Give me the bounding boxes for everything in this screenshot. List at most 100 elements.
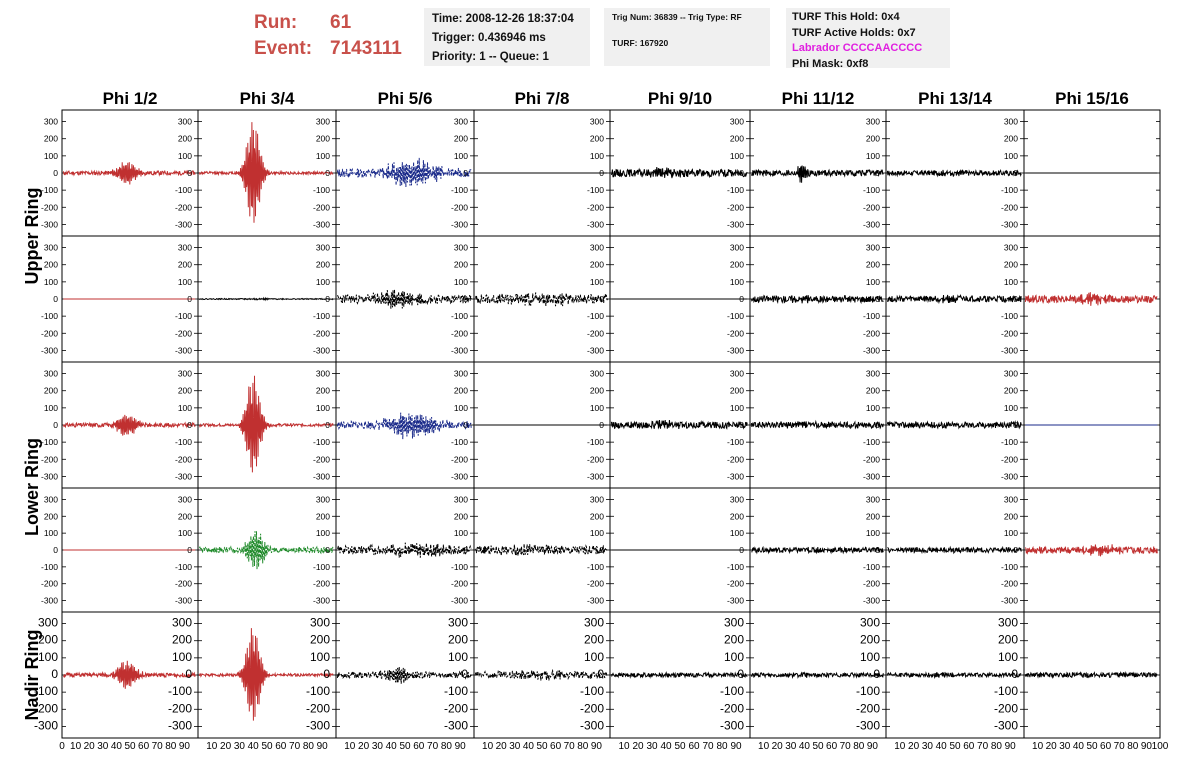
trigger-text: Trigger: 0.436946 ms xyxy=(432,32,546,44)
panel-frame xyxy=(473,235,611,363)
waveform-panel xyxy=(749,235,887,363)
waveform-panel xyxy=(749,109,887,237)
y-tick-label: 100 xyxy=(724,650,744,664)
waveform-trace xyxy=(62,414,196,436)
x-tick-label: 40 xyxy=(111,741,123,752)
y-tick-label: 100 xyxy=(448,650,468,664)
turf-text: TURF: 167920 xyxy=(612,38,669,48)
y-tick-label: 200 xyxy=(998,633,1018,647)
y-tick-label: 100 xyxy=(178,277,192,287)
y-tick-label: 100 xyxy=(998,650,1018,664)
waveform-trace xyxy=(1024,671,1158,679)
y-tick-label: -200 xyxy=(175,579,192,589)
y-tick-label: 300 xyxy=(584,616,604,630)
x-tick-label: 70 xyxy=(427,741,439,752)
waveform-panel xyxy=(61,235,199,363)
y-tick-label: 200 xyxy=(730,260,744,270)
y-tick-label: 300 xyxy=(724,616,744,630)
y-tick-label: -200 xyxy=(313,454,330,464)
y-tick-label: 200 xyxy=(866,134,880,144)
x-tick-label: 60 xyxy=(275,741,287,752)
y-tick-label: 0 xyxy=(53,545,58,555)
y-tick-label: 100 xyxy=(172,650,192,664)
y-tick-label: -300 xyxy=(175,596,192,606)
y-tick-label: 200 xyxy=(38,633,58,647)
labrador-text: Labrador CCCCAACCCC xyxy=(792,42,923,54)
phi-column-label: Phi 9/10 xyxy=(648,89,712,108)
x-tick-label: 70 xyxy=(564,741,576,752)
y-tick-label: -200 xyxy=(1001,328,1018,338)
y-tick-label: 300 xyxy=(730,117,744,127)
y-tick-label: 300 xyxy=(316,494,330,504)
y-tick-label: 0 xyxy=(185,667,192,681)
y-tick-label: 200 xyxy=(866,260,880,270)
x-tick-label: 20 xyxy=(358,741,370,752)
turf-this-hold-text: TURF This Hold: 0x4 xyxy=(792,11,900,23)
y-tick-label: 0 xyxy=(1011,667,1018,681)
y-tick-label: 0 xyxy=(599,420,604,430)
y-tick-label: 200 xyxy=(1004,134,1018,144)
waveform-trace xyxy=(1024,292,1158,306)
x-tick-label: 20 xyxy=(908,741,920,752)
x-tick-label: 80 xyxy=(577,741,589,752)
y-tick-label: 300 xyxy=(44,243,58,253)
waveform-panel xyxy=(1023,361,1161,489)
y-tick-label: 100 xyxy=(590,277,604,287)
waveform-panel xyxy=(335,235,475,363)
y-tick-label: -100 xyxy=(1001,437,1018,447)
event-value: 7143111 xyxy=(330,38,402,59)
waveform-trace xyxy=(336,289,472,309)
y-tick-label: 300 xyxy=(1004,494,1018,504)
x-tick-label: 40 xyxy=(523,741,535,752)
y-tick-label: 200 xyxy=(178,134,192,144)
x-tick-label: 40 xyxy=(660,741,672,752)
y-tick-label: -200 xyxy=(41,454,58,464)
y-tick-label: 300 xyxy=(866,494,880,504)
y-tick-label: -300 xyxy=(451,471,468,481)
x-tick-label: 30 xyxy=(372,741,384,752)
waveform-panel xyxy=(1023,109,1161,237)
y-tick-label: 200 xyxy=(454,134,468,144)
x-tick-label: 20 xyxy=(84,741,96,752)
y-tick-label: 300 xyxy=(316,369,330,379)
x-tick-label: 50 xyxy=(124,741,136,752)
y-tick-label: -100 xyxy=(1001,562,1018,572)
y-tick-label: 0 xyxy=(875,294,880,304)
y-tick-label: -200 xyxy=(587,454,604,464)
y-tick-label: 0 xyxy=(599,168,604,178)
y-tick-label: -200 xyxy=(168,701,192,715)
y-tick-label: 100 xyxy=(178,528,192,538)
waveform-trace xyxy=(198,628,334,721)
y-tick-label: -100 xyxy=(444,684,468,698)
y-tick-label: 0 xyxy=(325,294,330,304)
trig-num-text: Trig Num: 36839 -- Trig Type: RF xyxy=(612,12,742,22)
y-tick-label: -100 xyxy=(587,311,604,321)
y-tick-label: 0 xyxy=(325,420,330,430)
y-tick-label: 100 xyxy=(44,151,58,161)
y-tick-label: 300 xyxy=(316,117,330,127)
ring-label: Nadir Ring xyxy=(22,629,42,720)
x-tick-label: 70 xyxy=(702,741,714,752)
y-tick-label: 100 xyxy=(1004,528,1018,538)
waveform-trace xyxy=(750,294,884,305)
y-tick-label: 300 xyxy=(1004,243,1018,253)
y-tick-label: 300 xyxy=(730,243,744,253)
panel-frame xyxy=(335,487,475,613)
x-tick-label: 30 xyxy=(234,741,246,752)
y-tick-label: 300 xyxy=(38,616,58,630)
y-tick-label: -300 xyxy=(41,596,58,606)
x-tick-label: 80 xyxy=(165,741,177,752)
x-tick-label: 70 xyxy=(1114,741,1126,752)
y-tick-label: -100 xyxy=(313,562,330,572)
y-tick-label: 0 xyxy=(873,667,880,681)
y-tick-label: -100 xyxy=(727,562,744,572)
y-tick-label: 200 xyxy=(44,386,58,396)
x-tick-label: 80 xyxy=(441,741,453,752)
y-tick-label: -200 xyxy=(863,328,880,338)
y-tick-label: -300 xyxy=(587,471,604,481)
y-tick-label: -100 xyxy=(587,437,604,447)
y-tick-label: -300 xyxy=(313,345,330,355)
y-tick-label: 100 xyxy=(316,528,330,538)
waveform-panel xyxy=(885,487,1025,613)
waveform-trace xyxy=(198,531,334,570)
